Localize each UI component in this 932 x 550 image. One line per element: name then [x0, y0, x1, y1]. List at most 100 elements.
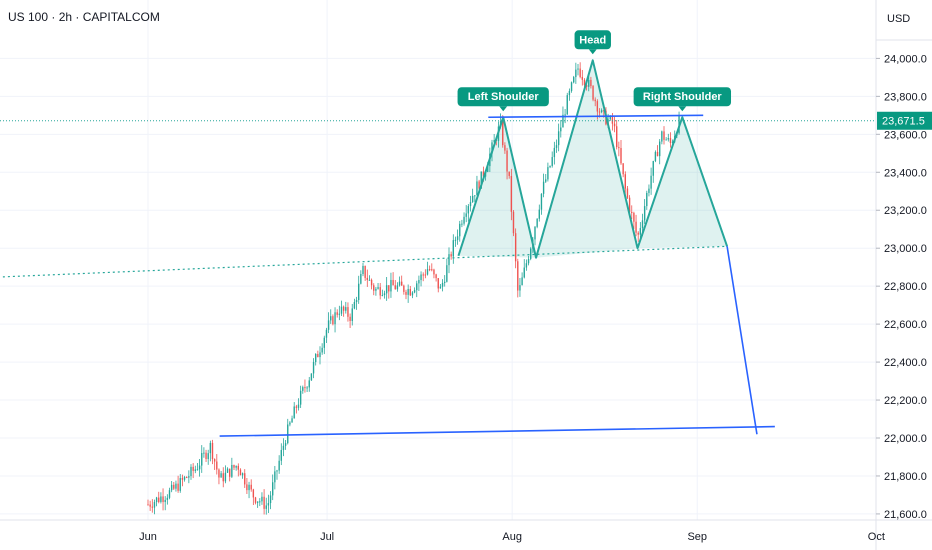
annotation-box: [633, 87, 732, 107]
annotation-head[interactable]: Head: [574, 30, 611, 55]
candle-body: [525, 263, 528, 268]
candle-body: [351, 308, 353, 321]
candle-body: [383, 293, 386, 295]
time-tick-label: Jun: [139, 531, 157, 543]
candle-body: [428, 269, 431, 271]
candle-body: [635, 221, 637, 233]
resistance-line[interactable]: [488, 114, 704, 119]
candle-body: [493, 140, 495, 143]
candle-body: [594, 99, 596, 102]
candle-body: [598, 111, 601, 113]
candle-body: [624, 174, 626, 189]
candle-body: [315, 354, 317, 363]
candle-body: [534, 226, 536, 240]
pattern-lines[interactable]: [0, 59, 876, 437]
candle-body: [370, 279, 373, 286]
candle-body: [158, 497, 160, 502]
time-tick-label: Jul: [320, 531, 334, 543]
pattern-fill-triangle: [536, 60, 638, 258]
candle-body: [302, 387, 304, 391]
candle-body: [579, 68, 581, 77]
candle-body: [448, 254, 450, 266]
pattern-fill-triangle: [458, 117, 537, 258]
candle-body: [220, 473, 222, 478]
candle-body: [407, 288, 409, 295]
candle-body: [209, 442, 212, 454]
candle-body: [665, 139, 667, 141]
candle-body: [478, 181, 480, 189]
candle-body: [611, 116, 614, 124]
candle-body: [398, 281, 401, 286]
time-tick-label: Aug: [502, 531, 522, 543]
candle-body: [293, 406, 295, 419]
candle-body: [222, 473, 224, 482]
candle-body: [555, 145, 558, 148]
candle-body: [282, 445, 285, 450]
symbol-title[interactable]: US 100 · 2h · CAPITALCOM: [8, 10, 160, 24]
price-tick-label: 23,800.0: [884, 91, 927, 103]
pattern-fill-triangle: [637, 117, 728, 249]
candle-body: [454, 239, 457, 241]
candle-body: [265, 505, 267, 509]
grid: [0, 0, 877, 520]
candle-body: [173, 484, 175, 489]
candle-body: [646, 192, 648, 207]
candle-body: [272, 482, 274, 496]
candle-body: [353, 302, 356, 309]
annotations[interactable]: Left Shoulder Head Right Shoulder: [457, 30, 732, 112]
candle-body: [327, 320, 330, 330]
candle-body: [633, 212, 635, 222]
candle-body: [570, 82, 573, 91]
candle-body: [650, 175, 652, 189]
candle-body: [467, 206, 470, 214]
candle-body: [656, 151, 659, 157]
candle-body: [416, 283, 418, 291]
candle-body: [433, 269, 435, 275]
candle-body: [216, 461, 218, 470]
candle-body: [663, 131, 665, 140]
candle-body: [590, 79, 592, 87]
time-axis[interactable]: Jun Jul Aug Sep Oct: [0, 519, 932, 543]
candle-body: [508, 171, 510, 176]
candle-body: [487, 166, 489, 172]
candle-body: [153, 502, 156, 508]
candle-body: [218, 469, 220, 478]
annotation-left-shoulder[interactable]: Left Shoulder: [457, 87, 549, 112]
projection-line[interactable]: [726, 246, 758, 435]
candle-body: [336, 312, 338, 315]
support-line[interactable]: [219, 425, 775, 437]
candle-body: [246, 484, 248, 491]
candle-body: [549, 165, 551, 168]
price-tick-label: 23,200.0: [884, 205, 927, 217]
candle-body: [248, 484, 250, 491]
candle-body: [235, 465, 237, 468]
candle-body: [444, 281, 446, 283]
candle-body: [652, 161, 654, 176]
candle-body: [618, 147, 620, 149]
candle-body: [198, 465, 201, 470]
annotation-right-shoulder[interactable]: Right Shoulder: [633, 87, 732, 112]
candle-body: [437, 278, 439, 289]
annotation-text: Head: [579, 34, 606, 46]
candle-body: [385, 285, 388, 294]
candle-body: [177, 483, 179, 491]
candles: [147, 62, 680, 515]
candle-body: [519, 285, 521, 291]
candle-body: [358, 283, 360, 301]
candle-body: [616, 126, 618, 148]
candle-body: [226, 468, 229, 473]
candle-body: [411, 292, 414, 296]
candle-body: [504, 145, 506, 151]
price-axis[interactable]: 21,600.0 21,800.0 22,000.0 22,200.0 22,400.0…: [875, 0, 932, 550]
candle-body: [269, 495, 272, 504]
candle-body: [620, 147, 622, 164]
price-tick-label: 22,200.0: [884, 395, 927, 407]
candle-body: [186, 477, 188, 479]
candle-body: [463, 216, 465, 224]
candle-body: [648, 188, 650, 193]
candle-body: [510, 175, 513, 212]
candle-body: [471, 195, 474, 203]
candle-body: [377, 287, 379, 289]
